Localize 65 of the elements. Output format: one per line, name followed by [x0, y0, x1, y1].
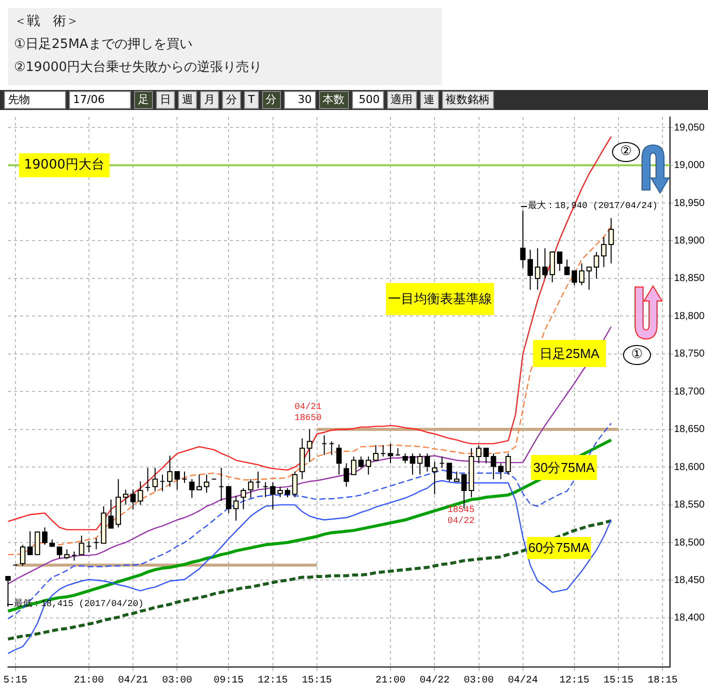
text: 日: [156, 91, 175, 109]
y-tick-label: 18,400: [674, 612, 706, 624]
y-tick-label: 18,850: [674, 273, 706, 284]
x-tick-label: 15:15: [604, 676, 634, 687]
text: 足: [134, 91, 153, 109]
candlestick: [262, 482, 268, 498]
x-tick-label: 09:15: [214, 676, 244, 687]
y-tick-label: 18,650: [674, 424, 706, 436]
y-tick-label: 18,600: [674, 462, 706, 473]
candlestick: [218, 467, 224, 502]
x-tick-label: 03:00: [464, 676, 494, 687]
x-tick-label: 21:00: [375, 676, 406, 687]
candlestick: [145, 467, 150, 492]
annotation: 04/21 18650: [293, 402, 322, 424]
x-tick-label: 5:15: [3, 676, 28, 687]
text: 連: [420, 91, 439, 109]
text: 月: [200, 91, 219, 109]
annotation: ①: [623, 345, 651, 365]
candlestick: [255, 471, 261, 489]
x-tick-label: 12:15: [258, 676, 288, 687]
annotation: 18545 04/22: [446, 505, 476, 527]
chart-title: ＜戦 術＞: [14, 13, 79, 30]
y-tick-label: 18,750: [674, 348, 706, 360]
ref-line-label: 19000円大台: [24, 158, 104, 173]
annotation: ②: [612, 142, 640, 162]
text: 適用: [386, 91, 417, 109]
x-tick-label: 12:15: [559, 676, 590, 687]
text: 週: [178, 91, 197, 109]
chart-subtitle: ①日足25MAまでの押しを買い ②19000円大台乗せ失敗からの逆張り売り: [14, 36, 262, 76]
y-tick-label: 18,950: [674, 198, 706, 209]
annotation: 60分75MA: [527, 537, 591, 559]
x-tick-label: 15:15: [302, 676, 332, 687]
y-tick-label: 18,800: [674, 310, 706, 322]
text: 本数: [318, 91, 349, 109]
y-tick-label: 18,900: [674, 235, 706, 246]
candlestick: [94, 537, 99, 550]
y-tick-label: 18,700: [674, 386, 706, 398]
x-tick-label: 18:15: [648, 676, 678, 687]
text: T: [244, 91, 259, 109]
candlestick: [322, 434, 327, 456]
text: 500: [352, 91, 384, 109]
candlestick: [380, 444, 386, 458]
annotation: 日足25MA: [533, 340, 606, 367]
x-tick-label: 04/22: [420, 674, 450, 687]
text: 先物: [4, 91, 66, 109]
candlestick: [71, 551, 77, 562]
annotation: 一目均衡表基準線: [386, 283, 494, 315]
annotation: 30分75MA: [531, 455, 597, 480]
text: 17/06: [69, 91, 131, 109]
y-tick-label: 19,050: [674, 122, 706, 134]
x-tick-label: 04/21: [118, 674, 148, 687]
text: 複数銘柄: [442, 91, 494, 109]
y-tick-label: 18,550: [674, 500, 706, 511]
y-tick-label: 18,450: [674, 574, 706, 586]
x-tick-label: 04/24: [508, 674, 538, 687]
text: 分: [222, 91, 241, 109]
candlestick: [86, 540, 92, 553]
candlestick: [328, 440, 334, 456]
candlestick: [395, 448, 401, 456]
text: 分: [262, 91, 281, 109]
text: 30: [284, 91, 316, 109]
x-tick-label: 21:00: [74, 676, 104, 687]
y-tick-label: 18,500: [674, 537, 706, 548]
x-tick-label: 03:00: [162, 676, 192, 687]
y-tick-label: 19,000: [674, 160, 706, 172]
